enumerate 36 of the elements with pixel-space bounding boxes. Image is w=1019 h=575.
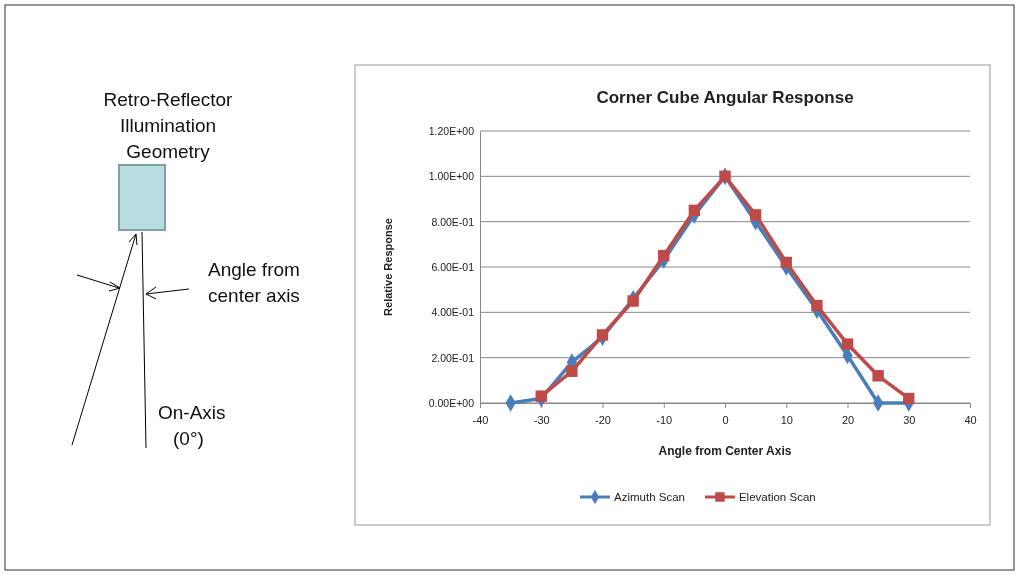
legend-label: Elevation Scan (738, 491, 816, 503)
point (749, 209, 762, 221)
point (596, 329, 609, 341)
point (535, 390, 547, 402)
y-tick-label: 8.00E-01 (431, 215, 475, 228)
y-tick-label: 6.00E-01 (431, 260, 475, 273)
y-axis-title: Relative Response (382, 218, 394, 316)
x-tick-label: -20 (595, 413, 611, 426)
y-tick-label: 1.00E+00 (428, 170, 475, 183)
point (872, 370, 884, 382)
x-tick-label: 10 (780, 413, 793, 426)
x-tick-label: -10 (656, 413, 673, 426)
text: Angle from center axis (208, 259, 300, 306)
x-tick-label: 20 (841, 413, 855, 426)
text: On-Axis (0°) (158, 402, 226, 449)
point (658, 249, 670, 262)
x-tick-label: 30 (903, 413, 916, 426)
y-tick-label: 2.00E-01 (431, 351, 475, 364)
point (688, 204, 701, 217)
x-tick-label: 40 (964, 413, 977, 426)
chart-title: Corner Cube Angular Response (596, 88, 854, 107)
legend-label: Azimuth Scan (614, 491, 685, 503)
y-tick-label: 1.20E+00 (428, 124, 475, 137)
x-tick-label: 0 (722, 413, 729, 426)
point (811, 299, 823, 312)
point (566, 365, 578, 377)
point (627, 295, 639, 307)
y-tick-label: 0.00E+00 (428, 396, 475, 409)
point (841, 338, 854, 350)
x-tick-label: -30 (533, 413, 550, 426)
x-axis-title: Angle from Center Axis (658, 444, 792, 458)
x-tick-label: -40 (472, 413, 489, 426)
y-tick-label: 4.00E-01 (431, 306, 475, 319)
point (780, 256, 792, 269)
point (903, 392, 915, 405)
text: Retro-Reflector Illumination Geometry (103, 89, 234, 162)
